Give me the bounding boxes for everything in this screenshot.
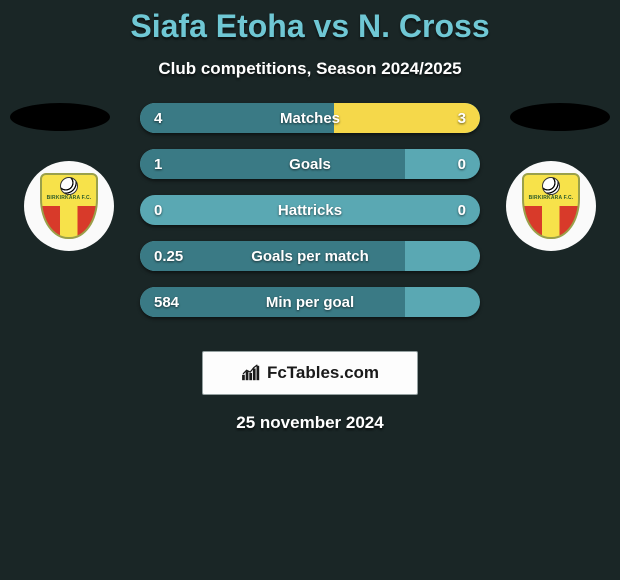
stat-label: Min per goal (140, 287, 480, 317)
bar-chart-icon (241, 364, 263, 382)
stat-value-right: 0 (458, 195, 466, 225)
stat-value-right: 0 (458, 149, 466, 179)
stat-row: 0.25Goals per match (140, 241, 480, 271)
player2-name: N. Cross (358, 8, 490, 44)
stat-row: 4Matches3 (140, 103, 480, 133)
subtitle: Club competitions, Season 2024/2025 (0, 59, 620, 79)
date-text: 25 november 2024 (0, 413, 620, 433)
comparison-arena: BIRKIRKARA F.C. BIRKIRKARA F.C. 4Matches… (0, 103, 620, 343)
comparison-title: Siafa Etoha vs N. Cross (0, 0, 620, 45)
player2-club-logo: BIRKIRKARA F.C. (506, 161, 596, 251)
vs-text: vs (314, 8, 350, 44)
crest-icon: BIRKIRKARA F.C. (522, 173, 580, 239)
stat-label: Goals per match (140, 241, 480, 271)
stat-row: 1Goals0 (140, 149, 480, 179)
stat-label: Matches (140, 103, 480, 133)
brand-badge: FcTables.com (202, 351, 418, 395)
player2-shadow (510, 103, 610, 131)
brand-text: FcTables.com (267, 363, 379, 383)
stat-label: Goals (140, 149, 480, 179)
stat-label: Hattricks (140, 195, 480, 225)
stat-bars: 4Matches31Goals00Hattricks00.25Goals per… (140, 103, 480, 333)
crest-icon: BIRKIRKARA F.C. (40, 173, 98, 239)
player1-shadow (10, 103, 110, 131)
player1-name: Siafa Etoha (130, 8, 304, 44)
stat-row: 0Hattricks0 (140, 195, 480, 225)
stat-value-right: 3 (458, 103, 466, 133)
stat-row: 584Min per goal (140, 287, 480, 317)
player1-club-logo: BIRKIRKARA F.C. (24, 161, 114, 251)
